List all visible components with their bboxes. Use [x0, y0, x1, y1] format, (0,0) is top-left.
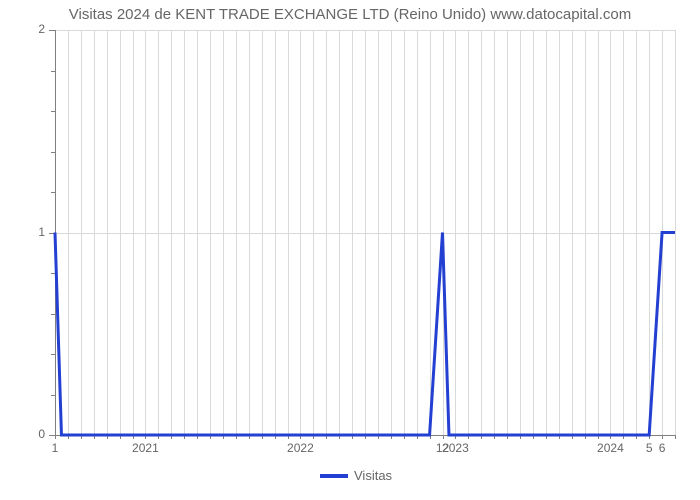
y-tick-label: 1	[25, 225, 45, 239]
x-tick-label: 6	[637, 441, 687, 455]
chart-container: Visitas 2024 de KENT TRADE EXCHANGE LTD …	[0, 0, 700, 500]
legend-label: Visitas	[354, 468, 392, 483]
y-tick-label: 2	[25, 22, 45, 36]
legend: Visitas	[320, 468, 392, 483]
grid-line-vertical	[675, 30, 676, 435]
x-tick-label: 2021	[120, 441, 170, 455]
series-line	[55, 30, 675, 437]
x-minor-tick	[675, 435, 676, 439]
x-tick-label: 2023	[430, 441, 480, 455]
y-tick-label: 0	[25, 427, 45, 441]
x-tick-label: 1	[30, 441, 80, 455]
legend-swatch	[320, 474, 348, 478]
chart-title: Visitas 2024 de KENT TRADE EXCHANGE LTD …	[0, 6, 700, 23]
plot-area: 012120212022122023202456	[55, 30, 675, 435]
x-tick-label: 2022	[275, 441, 325, 455]
